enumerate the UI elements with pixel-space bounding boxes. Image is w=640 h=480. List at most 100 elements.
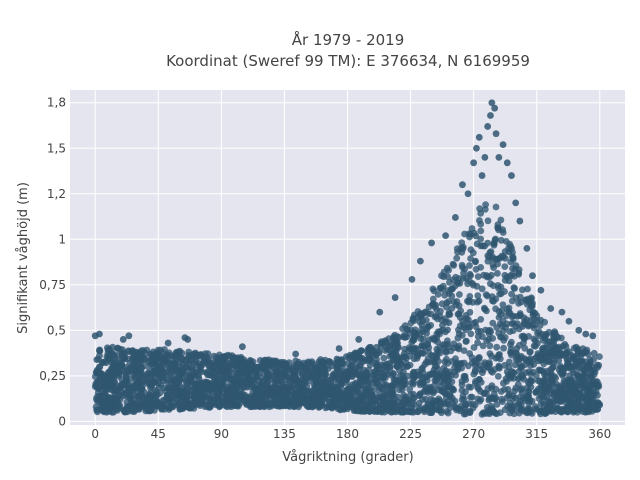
data-point [503,305,511,313]
data-point [366,355,374,363]
data-point [453,254,461,262]
data-point [469,249,477,257]
data-point [380,372,388,379]
data-point [159,401,166,408]
data-point [243,364,251,372]
data-point [515,404,523,412]
data-point [482,201,489,209]
data-point [498,395,506,403]
data-point [376,308,384,316]
data-point [496,290,503,298]
data-point [503,320,511,328]
x-axis-label: Vågriktning (grader) [282,450,413,465]
data-point [542,409,549,417]
data-point [595,361,603,369]
data-point [589,332,597,340]
data-point [315,383,323,390]
data-point [475,376,483,384]
data-point [355,405,363,413]
data-point [428,239,435,247]
data-point [510,410,518,418]
data-point [484,239,492,247]
data-point [116,363,124,370]
data-point [333,402,341,409]
data-point [459,275,467,282]
data-point [439,285,446,293]
data-point [252,364,259,372]
data-point [527,298,535,306]
data-point [579,408,586,415]
data-point [454,310,462,318]
data-point [551,329,559,337]
data-point [125,332,133,340]
data-point [252,396,260,403]
data-point [378,338,385,345]
data-point [474,339,481,347]
data-point [386,363,394,370]
data-point [521,318,528,326]
data-point [123,405,131,412]
data-point [409,381,417,388]
data-point [578,389,586,396]
data-point [91,373,99,380]
data-point [564,403,572,411]
data-point [507,272,514,280]
data-point [442,349,450,356]
data-point [334,385,342,393]
data-point [355,336,363,343]
data-point [509,327,517,334]
data-point [143,402,151,410]
data-point [249,358,257,366]
data-point [428,369,436,377]
data-point [364,379,372,387]
data-point [510,312,518,320]
data-point [501,361,509,369]
data-point [521,344,529,352]
data-point [488,99,496,107]
data-point [350,355,358,363]
data-point [570,355,577,363]
data-point [211,384,219,392]
data-point [411,326,419,334]
data-point [512,384,520,392]
data-point [258,378,266,385]
data-point [525,322,532,330]
data-point [482,291,490,298]
data-point [565,317,573,325]
data-point [555,396,563,403]
data-point [496,351,503,358]
data-point [359,393,367,401]
data-point [474,292,482,300]
data-point [373,356,380,364]
data-point [548,378,556,386]
data-point [103,377,111,384]
data-point [226,352,234,360]
data-point [516,310,524,317]
data-point [429,301,436,309]
data-point [484,217,492,225]
data-point [525,387,532,395]
data-point [215,361,223,368]
data-point [151,386,159,394]
data-point [260,393,268,400]
data-point [227,393,235,401]
data-point [478,285,486,293]
data-point [151,407,158,414]
data-point [559,342,567,350]
data-point [409,369,417,377]
data-point [93,356,101,364]
data-point [442,232,450,240]
data-point [417,311,425,319]
data-point [430,389,437,397]
data-point [400,399,408,407]
data-point [283,373,291,381]
data-point [416,257,424,265]
data-point [198,368,206,376]
data-point [437,378,445,385]
data-point [590,349,598,357]
data-point [326,399,334,406]
data-point [230,402,238,409]
data-point [508,290,515,298]
data-point [516,341,523,349]
data-point [556,362,564,370]
